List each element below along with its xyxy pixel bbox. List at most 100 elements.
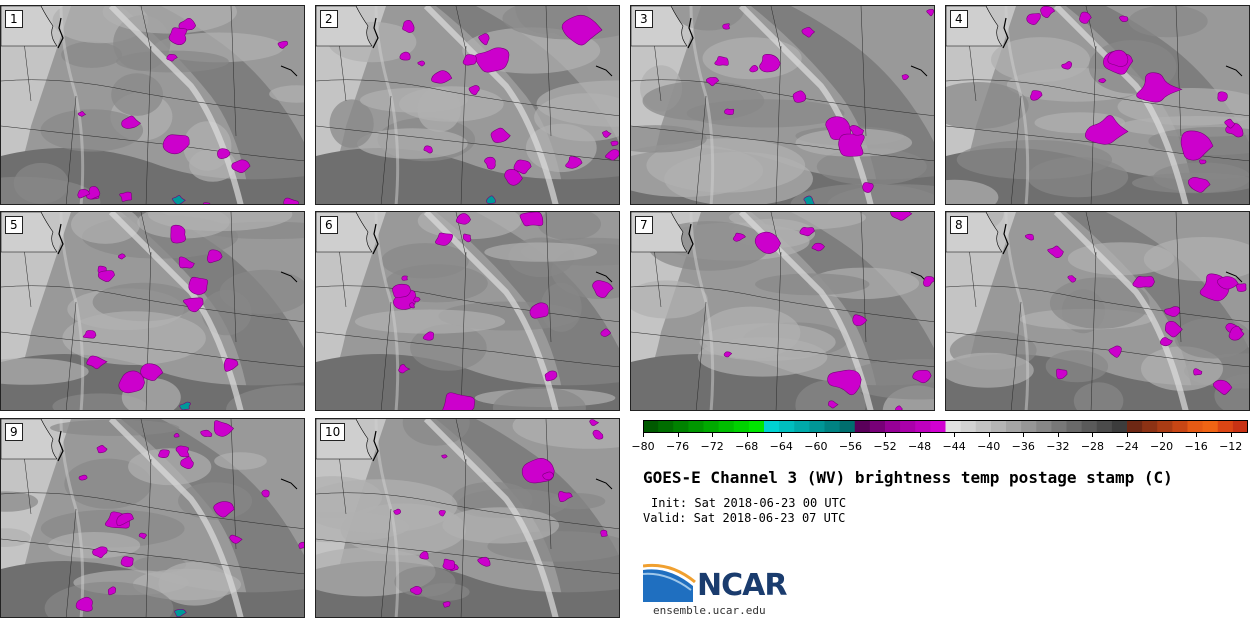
colorbar-tick-mark <box>1161 433 1163 437</box>
colorbar-tick-mark <box>954 433 956 437</box>
colorbar <box>643 420 1248 433</box>
colorbar-tick-mark <box>1092 433 1094 437</box>
colorbar-bin <box>824 420 841 433</box>
colorbar-frame <box>643 420 1248 433</box>
ncar-logo-icon <box>643 563 696 602</box>
colorbar-tick-label: −16 <box>1184 440 1208 453</box>
wv-map <box>631 6 934 204</box>
colorbar-bin <box>809 420 826 433</box>
colorbar-bin <box>748 420 765 433</box>
colorbar-bin <box>1036 420 1052 433</box>
colorbar-bin <box>1172 420 1189 433</box>
member-label: 4 <box>950 10 968 28</box>
member-label: 9 <box>5 423 23 441</box>
colorbar-tick-mark <box>1230 433 1232 437</box>
colorbar-bin <box>1187 420 1204 433</box>
colorbar-tick-label: −48 <box>907 440 932 453</box>
wv-map <box>316 212 619 410</box>
colorbar-bin <box>1142 420 1158 433</box>
colorbar-bin <box>1232 420 1248 433</box>
colorbar-tick-label: −64 <box>769 440 793 453</box>
colorbar-bin <box>869 420 886 433</box>
colorbar-bin <box>1006 420 1022 433</box>
colorbar-tick-mark <box>712 433 714 437</box>
colorbar-bin <box>764 420 780 433</box>
colorbar-tick-mark <box>885 433 886 437</box>
colorbar-bin <box>658 420 674 433</box>
colorbar-bin <box>975 420 992 433</box>
colorbar-tick-mark <box>919 433 921 437</box>
colorbar-bin <box>1127 420 1143 433</box>
colorbar-tick-label: −28 <box>1080 440 1105 453</box>
member-label: 7 <box>635 216 653 234</box>
ensemble-member-map: 9 <box>0 418 305 618</box>
logo-text: NCAR <box>697 568 787 603</box>
colorbar-bin <box>839 420 856 433</box>
colorbar-bin <box>733 420 750 433</box>
wv-map <box>1 6 304 204</box>
member-label: 10 <box>320 423 346 441</box>
colorbar-bin <box>794 420 810 433</box>
colorbar-bin <box>1081 420 1098 433</box>
colorbar-tick-mark <box>850 433 852 437</box>
colorbar-tick-mark <box>1127 433 1128 437</box>
ensemble-member-map: 2 <box>315 5 620 205</box>
colorbar-bin <box>703 420 720 433</box>
colorbar-tick-mark <box>1023 433 1025 437</box>
colorbar-tick-label: −60 <box>804 440 828 453</box>
member-label: 2 <box>320 10 338 28</box>
colorbar-tick-label: −68 <box>735 440 759 453</box>
ensemble-member-map: 10 <box>315 418 620 618</box>
site-url: ensemble.ucar.edu <box>653 604 766 617</box>
colorbar-tick-mark <box>1196 433 1198 437</box>
wv-map <box>316 6 619 204</box>
figure-title: GOES-E Channel 3 (WV) brightness temp po… <box>643 468 1173 487</box>
wv-map <box>946 6 1249 204</box>
colorbar-bin <box>643 420 659 433</box>
member-label: 3 <box>635 10 653 28</box>
colorbar-bin <box>885 420 901 433</box>
colorbar-tick-label: −80 <box>631 440 655 453</box>
colorbar-ticks: −80 −76 −72 −68 −64 −60 −56 −52 −48 −44 −40 −36 −32−… <box>631 433 1248 453</box>
ensemble-member-map: 8 <box>945 211 1250 411</box>
colorbar-tick-label: −40 <box>977 440 1001 453</box>
member-label: 5 <box>5 216 23 234</box>
colorbar-bin <box>1096 420 1113 433</box>
colorbar-tick-label: −52 <box>873 440 897 453</box>
wv-map <box>1 212 304 410</box>
colorbar-bin <box>960 420 977 433</box>
colorbar-tick-mark <box>677 433 679 437</box>
colorbar-bin <box>945 420 962 433</box>
colorbar-bin <box>718 420 735 433</box>
ensemble-member-map: 6 <box>315 211 620 411</box>
colorbar-bin <box>1066 420 1083 433</box>
wv-map <box>316 419 619 617</box>
valid-time: Valid: Sat 2018-06-23 07 UTC <box>643 511 846 525</box>
colorbar-tick-mark <box>988 433 990 437</box>
colorbar-tick-label: −72 <box>700 440 724 453</box>
colorbar-tick-label: −44 <box>942 440 966 453</box>
colorbar-tick-label: −24 <box>1115 440 1139 453</box>
colorbar-bin <box>915 420 931 433</box>
colorbar-bin <box>1217 420 1234 433</box>
colorbar-bin <box>854 420 871 433</box>
colorbar-bin <box>1111 420 1128 433</box>
colorbar-tick-mark <box>815 433 817 437</box>
ensemble-member-map: 4 <box>945 5 1250 205</box>
member-label: 1 <box>5 10 23 28</box>
colorbar-tick-mark <box>643 433 644 437</box>
colorbar-bin <box>990 420 1007 433</box>
init-time: Init: Sat 2018-06-23 00 UTC <box>651 496 847 510</box>
ensemble-member-map: 7 <box>630 211 935 411</box>
colorbar-bin <box>1021 420 1037 433</box>
colorbar-tick-label: −76 <box>665 440 690 453</box>
colorbar-tick-label: −12 <box>1219 440 1243 453</box>
colorbar-bin <box>930 420 947 433</box>
colorbar-bin <box>779 420 795 433</box>
colorbar-tick-label: −32 <box>1046 440 1070 453</box>
wv-map <box>631 212 934 410</box>
colorbar-bin <box>1051 420 1068 433</box>
colorbar-tick-mark <box>746 433 748 437</box>
ensemble-member-map: 1 <box>0 5 305 205</box>
colorbar-tick-label: −36 <box>1011 440 1035 453</box>
